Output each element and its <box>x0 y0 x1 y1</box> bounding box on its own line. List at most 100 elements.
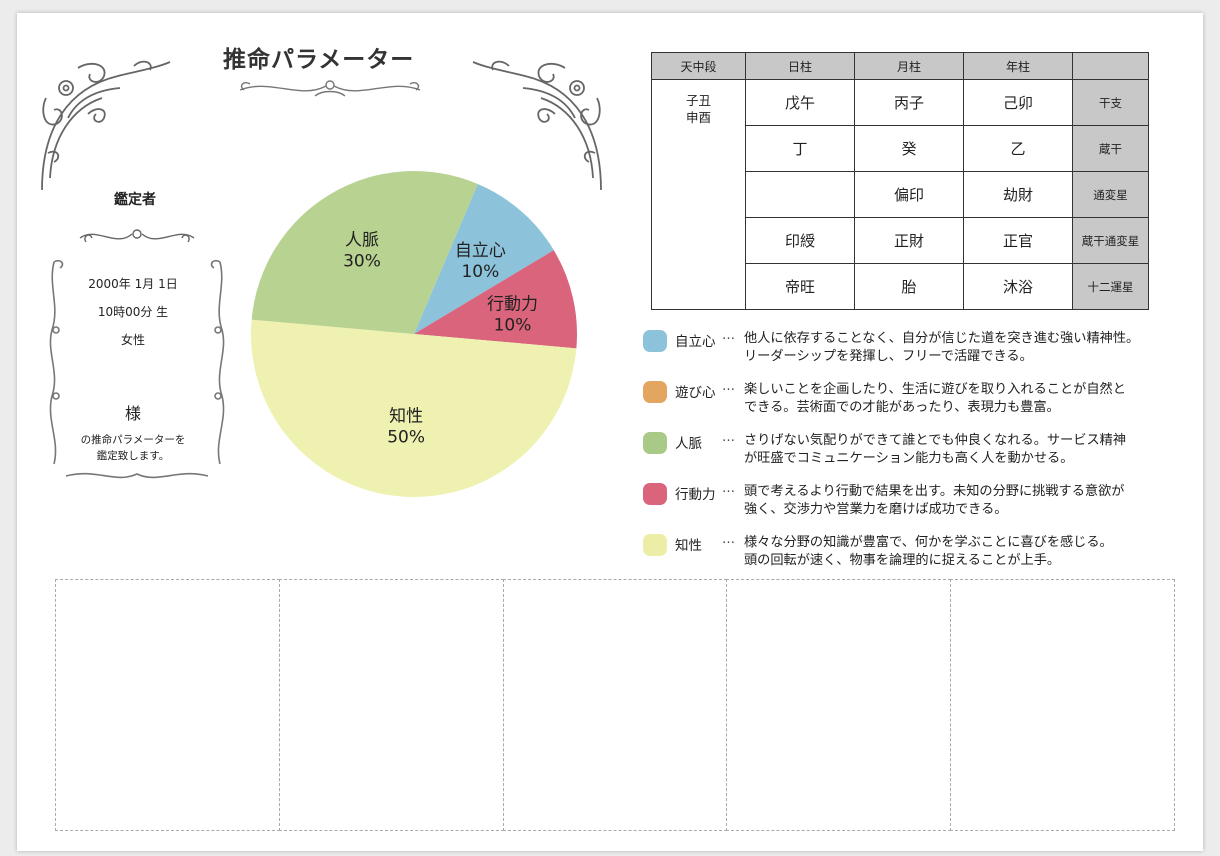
legend-desc-line: 強く、交渉力や営業力を磨けば成功できる。 <box>744 502 1008 517</box>
legend-description: さりげない気配りができて誰とでも仲良くなれる。サービス精神 が旺盛でコミュニケー… <box>744 432 1184 468</box>
row-label: 干支 <box>1072 79 1149 126</box>
card-message-line1: の推命パラメーターを <box>80 434 186 446</box>
table-cell: 己卯 <box>963 79 1073 126</box>
table-cell: 丁 <box>745 125 855 172</box>
table-cell: 沐浴 <box>963 263 1073 310</box>
legend-name: 遊び心 <box>675 385 716 401</box>
pie-category-label: 自立心 <box>455 241 506 261</box>
honorific: 様 <box>124 404 141 423</box>
pie-value-label: 10% <box>494 315 532 335</box>
legend-name: 自立心 <box>675 334 716 350</box>
legend-item-koudouryoku: 行動力 … 頭で考えるより行動で結果を出す。未知の分野に挑戦する意欲が 強く、交… <box>643 479 1183 530</box>
tenchusatsu-value-2: 申酉 <box>685 110 711 125</box>
pie-value-label: 30% <box>343 251 381 271</box>
legend-item-asobigokoro: 遊び心 … 楽しいことを企画したり、生活に遊びを取り入れることが自然と できる。… <box>643 377 1183 428</box>
legend-ellipsis: … <box>722 481 735 496</box>
legend-desc-line: さりげない気配りができて誰とでも仲良くなれる。サービス精神 <box>744 433 1127 448</box>
legend-ellipsis: … <box>722 532 735 547</box>
row-label: 蔵干通変星 <box>1072 217 1149 264</box>
table-cell: 乙 <box>963 125 1073 172</box>
header-day-pillar: 日柱 <box>745 52 855 80</box>
empty-box <box>55 579 280 831</box>
row-label: 十二運星 <box>1072 263 1149 310</box>
table-cell: 劫財 <box>963 171 1073 218</box>
legend-name: 人脈 <box>675 436 702 452</box>
birth-date: 2000年 1月 1日 <box>88 277 178 291</box>
pie-category-label: 知性 <box>389 406 423 426</box>
tenchusatsu-value-1: 子丑 <box>685 93 711 108</box>
legend-desc-line: リーダーシップを発揮し、フリーで活躍できる。 <box>744 349 1033 364</box>
legend-desc-line: できる。芸術面での才能があったり、表現力も豊富。 <box>744 400 1060 415</box>
legend-description: 楽しいことを企画したり、生活に遊びを取り入れることが自然と できる。芸術面での才… <box>744 381 1184 417</box>
pie-slice <box>251 171 478 334</box>
table-cell <box>745 171 855 218</box>
legend-desc-line: 楽しいことを企画したり、生活に遊びを取り入れることが自然と <box>744 382 1126 397</box>
empty-box <box>950 579 1175 831</box>
row-label: 蔵干 <box>1072 125 1149 172</box>
card-message-line2: 鑑定致します。 <box>96 450 170 462</box>
legend-description: 他人に依存することなく、自分が信じた道を突き進む強い精神性。 リーダーシップを発… <box>744 330 1184 366</box>
table-header-row: 天中段 日柱 月柱 年柱 <box>651 52 1149 80</box>
table-cell: 正財 <box>854 217 964 264</box>
legend-desc-line: 頭で考えるより行動で結果を出す。未知の分野に挑戦する意欲が <box>744 484 1125 499</box>
legend-swatch <box>643 330 667 352</box>
pie-slice <box>414 184 554 334</box>
pie-slice <box>414 250 577 349</box>
table-row: 偏印 劫財 通変星 <box>652 171 1149 218</box>
card-top-ornament <box>79 229 195 243</box>
header-tenchusatsu: 天中段 <box>651 52 746 80</box>
table-cell: 偏印 <box>854 171 964 218</box>
table-row: 丁 癸 乙 蔵干 <box>652 125 1149 172</box>
birth-time: 10時00分 生 <box>97 305 169 319</box>
table-row: 子丑 申酉 戊午 丙子 己卯 干支 <box>651 79 1149 310</box>
title-flourish-ornament <box>239 80 421 97</box>
empty-box <box>278 579 504 831</box>
legend-item-chisei: 知性 … 様々な分野の知識が豊富で、何かを学ぶことに喜びを感じる。 頭の回転が速… <box>643 530 1183 581</box>
pie-category-label: 人脈 <box>345 230 379 250</box>
table-cell: 丙子 <box>854 79 964 126</box>
appraiser-label: 鑑定者 <box>114 192 156 208</box>
pie-value-label: 50% <box>387 427 425 447</box>
legend-swatch <box>643 432 667 454</box>
legend-swatch <box>643 483 667 505</box>
page-title: 推命パラメーター <box>223 47 415 73</box>
table-cell: 胎 <box>854 263 964 310</box>
meishiki-table: 天中段 日柱 月柱 年柱 子丑 申酉 戊午 丙子 己卯 干支 丁 癸 乙 蔵干 … <box>651 52 1149 310</box>
legend-item-jinmyaku: 人脈 … さりげない気配りができて誰とでも仲良くなれる。サービス精神 が旺盛でコ… <box>643 428 1183 479</box>
legend-swatch <box>643 534 667 556</box>
tenchusatsu-cell: 子丑 申酉 <box>651 79 746 310</box>
pie-category-label: 行動力 <box>487 294 538 314</box>
card-frame-ornament <box>49 259 225 479</box>
empty-box <box>726 579 952 831</box>
legend-desc-line: 他人に依存することなく、自分が信じた道を突き進む強い精神性。 <box>744 331 1140 346</box>
table-cell: 癸 <box>854 125 964 172</box>
legend-desc-line: 頭の回転が速く、物事を論理的に捉えることが上手。 <box>744 553 1061 568</box>
header-year-pillar: 年柱 <box>963 52 1073 80</box>
pie-value-label: 10% <box>461 262 499 282</box>
table-cell: 戊午 <box>745 79 855 126</box>
legend-ellipsis: … <box>722 379 735 394</box>
gender: 女性 <box>120 333 145 347</box>
legend-name: 行動力 <box>675 487 716 503</box>
legend-ellipsis: … <box>722 328 735 343</box>
empty-box <box>502 579 728 831</box>
legend-desc-line: 様々な分野の知識が豊富で、何かを学ぶことに喜びを感じる。 <box>744 535 1113 550</box>
legend-ellipsis: … <box>722 430 735 445</box>
legend-description: 様々な分野の知識が豊富で、何かを学ぶことに喜びを感じる。 頭の回転が速く、物事を… <box>744 534 1184 570</box>
legend-desc-line: が旺盛でコミュニケーション能力も高く人を動かせる。 <box>744 451 1074 466</box>
legend-description: 頭で考えるより行動で結果を出す。未知の分野に挑戦する意欲が 強く、交渉力や営業力… <box>744 483 1184 519</box>
pie-slice <box>251 319 577 498</box>
parameter-legend: 自立心 … 他人に依存することなく、自分が信じた道を突き進む強い精神性。 リーダ… <box>643 326 1183 581</box>
corner-ornament-right <box>472 60 602 191</box>
header-blank <box>1072 52 1149 80</box>
corner-ornament-left <box>41 60 171 191</box>
legend-swatch <box>643 381 667 403</box>
table-row: 帝旺 胎 沐浴 十二運星 <box>652 263 1149 310</box>
header-month-pillar: 月柱 <box>854 52 964 80</box>
legend-item-jiritsushin: 自立心 … 他人に依存することなく、自分が信じた道を突き進む強い精神性。 リーダ… <box>643 326 1183 377</box>
legend-name: 知性 <box>675 538 702 554</box>
table-cell: 帝旺 <box>745 263 855 310</box>
row-label: 通変星 <box>1072 171 1149 218</box>
table-cell: 正官 <box>963 217 1073 264</box>
empty-box-row <box>55 579 1175 831</box>
